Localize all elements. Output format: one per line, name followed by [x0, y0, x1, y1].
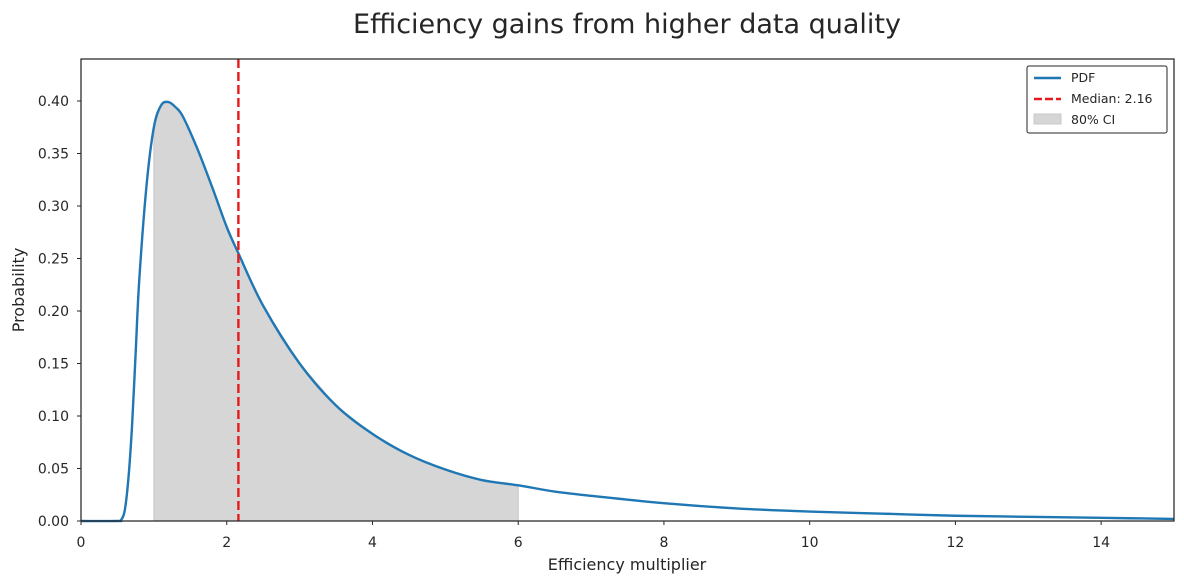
y-tick-label: 0.25: [38, 252, 69, 268]
y-tick-label: 0.00: [38, 514, 69, 530]
x-tick-label: 12: [946, 535, 964, 551]
legend-ci-label: 80% CI: [1071, 112, 1115, 127]
y-tick-label: 0.20: [38, 304, 69, 320]
y-tick-label: 0.05: [38, 462, 69, 478]
y-tick-label: 0.30: [38, 199, 69, 215]
x-tick-label: 10: [801, 535, 819, 551]
x-tick-label: 14: [1092, 535, 1110, 551]
y-tick-label: 0.10: [38, 409, 69, 425]
x-tick-label: 2: [222, 535, 231, 551]
plot-frame: [80, 58, 1175, 522]
legend-pdf-label: PDF: [1071, 70, 1095, 85]
chart-title: Efficiency gains from higher data qualit…: [353, 9, 901, 40]
ci-shaded-area: [153, 101, 519, 522]
y-axis-ticks: 0.00 0.05 0.10 0.15 0.20 0.25 0.30 0.35 0.40: [38, 94, 81, 530]
y-tick-label: 0.15: [38, 357, 69, 373]
y-tick-label: 0.35: [38, 147, 69, 163]
legend-box: [1026, 65, 1168, 134]
x-tick-label: 4: [368, 535, 377, 551]
plot-area: [80, 58, 1175, 523]
legend: PDF Median: 2.16 80% CI: [1026, 65, 1168, 134]
x-tick-label: 0: [77, 535, 86, 551]
legend-ci-swatch: [1033, 113, 1062, 125]
y-tick-label: 0.40: [38, 94, 69, 110]
x-tick-label: 6: [514, 535, 523, 551]
legend-median-label: Median: 2.16: [1071, 91, 1153, 106]
pdf-line: [80, 100, 1175, 523]
x-axis-label: Efficiency multiplier: [548, 555, 707, 574]
x-axis-ticks: 0 2 4 6 8 10 12 14: [77, 521, 1110, 551]
y-axis-label: Probability: [9, 248, 28, 333]
x-tick-label: 8: [659, 535, 668, 551]
